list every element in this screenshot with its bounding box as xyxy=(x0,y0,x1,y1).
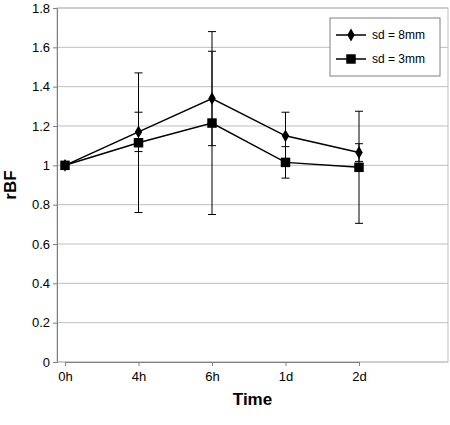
legend-label: sd = 8mm xyxy=(372,28,425,42)
error-bar-cap xyxy=(208,214,216,215)
grid-line xyxy=(57,165,448,166)
x-tick: 2d xyxy=(352,362,366,384)
x-tick-mark xyxy=(65,362,66,366)
x-tick: 4h xyxy=(132,362,146,384)
y-tick-mark xyxy=(53,205,57,206)
x-tick-label: 0h xyxy=(58,369,72,384)
x-tick-label: 2d xyxy=(352,369,366,384)
point xyxy=(354,163,363,172)
grid-line xyxy=(57,322,448,323)
legend: sd = 8mm sd = 3mm xyxy=(330,18,440,76)
y-tick-label: 0.6 xyxy=(32,237,50,252)
y-tick: 0.6 xyxy=(32,237,57,252)
y-tick-mark xyxy=(53,323,57,324)
x-tick: 1d xyxy=(279,362,293,384)
y-tick-label: 1.6 xyxy=(32,40,50,55)
y-tick-mark xyxy=(53,47,57,48)
y-axis-title: rBF xyxy=(1,170,20,199)
y-tick: 0.8 xyxy=(32,197,57,212)
error-bar-cap xyxy=(282,178,290,179)
point xyxy=(60,161,69,170)
y-tick-label: 0.4 xyxy=(32,276,50,291)
error-bar-cap xyxy=(282,112,290,113)
y-tick: 0.2 xyxy=(32,315,57,330)
y-axis-line xyxy=(53,9,58,363)
x-tick: 6h xyxy=(205,362,219,384)
point xyxy=(282,129,289,142)
error-bar xyxy=(208,32,216,215)
y-tick-label: 1.4 xyxy=(32,79,50,94)
point xyxy=(207,118,216,127)
x-tick-label: 4h xyxy=(132,369,146,384)
grid-line xyxy=(57,126,448,127)
grid-line xyxy=(57,244,448,245)
y-tick-mark xyxy=(53,244,57,245)
error-bar-cap xyxy=(282,146,290,147)
x-tick-mark xyxy=(139,362,140,366)
y-tick-mark xyxy=(53,283,57,284)
error-bar-cap xyxy=(355,111,363,112)
y-tick-label: 1.8 xyxy=(32,1,50,16)
y-tick-mark xyxy=(53,87,57,88)
x-tick-mark xyxy=(359,362,360,366)
x-axis-line xyxy=(66,363,360,367)
x-tick-label: 6h xyxy=(205,369,219,384)
chart: 0 0.2 0.4 0.6 0.8 1 1.2 1.4 1.6 1.8 0h 4h 6h 1d 2d Time… xyxy=(0,0,450,425)
y-tick-mark xyxy=(53,362,57,363)
error-bar-cap xyxy=(208,31,216,32)
error-bar-cap xyxy=(135,72,143,73)
y-tick: 0 xyxy=(43,355,57,370)
x-tick-label: 1d xyxy=(279,369,293,384)
x-tick: 0h xyxy=(58,362,72,384)
grid-line xyxy=(57,8,448,9)
legend-symbol xyxy=(346,54,355,63)
legend-item: sd = 8mm xyxy=(336,28,425,42)
x-tick-mark xyxy=(286,362,287,366)
error-bar xyxy=(135,73,143,213)
y-tick-label: 1.2 xyxy=(32,119,50,134)
y-tick-mark xyxy=(53,8,57,9)
y-tick: 1.8 xyxy=(32,1,57,16)
grid xyxy=(57,8,448,362)
grid-line xyxy=(57,204,448,205)
y-tick-label: 0.2 xyxy=(32,315,50,330)
y-tick-mark xyxy=(53,126,57,127)
x-axis: 0h 4h 6h 1d 2d xyxy=(58,362,366,384)
series xyxy=(60,32,363,224)
legend-label: sd = 3mm xyxy=(372,52,425,66)
point xyxy=(134,138,143,147)
point xyxy=(281,158,290,167)
error-bar-cap xyxy=(355,223,363,224)
y-tick-label: 0.8 xyxy=(32,197,50,212)
grid-line xyxy=(57,283,448,284)
y-tick-mark xyxy=(53,165,57,166)
grid-line xyxy=(57,86,448,87)
y-tick-label: 0 xyxy=(43,355,50,370)
y-tick: 1.4 xyxy=(32,79,57,94)
error-bar xyxy=(282,147,290,178)
plot-frame xyxy=(57,8,448,362)
legend-symbol xyxy=(347,29,354,42)
legend-item: sd = 3mm xyxy=(336,52,425,66)
y-tick: 1 xyxy=(43,158,57,173)
error-bar xyxy=(355,111,363,223)
y-tick: 1.2 xyxy=(32,119,57,134)
legend-box xyxy=(330,18,440,76)
y-tick-label: 1 xyxy=(43,158,50,173)
plot-marks xyxy=(60,32,363,224)
x-axis-title: Time xyxy=(233,390,272,409)
y-axis: 0 0.2 0.4 0.6 0.8 1 1.2 1.4 1.6 1.8 xyxy=(32,1,58,370)
y-tick: 0.4 xyxy=(32,276,57,291)
y-tick: 1.6 xyxy=(32,40,57,55)
x-tick-mark xyxy=(212,362,213,366)
error-bar-cap xyxy=(135,212,143,213)
